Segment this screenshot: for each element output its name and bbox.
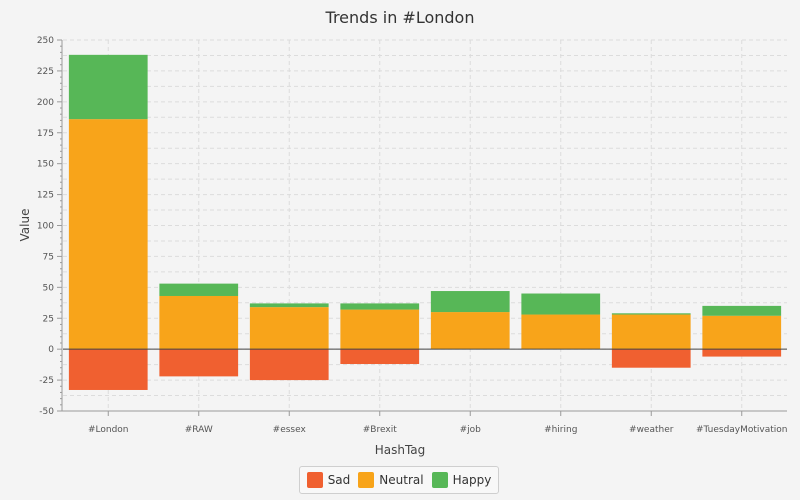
bar-happy-brexit: [340, 303, 420, 310]
bar-sad-weather: [611, 349, 691, 368]
legend-swatch-sad: [306, 472, 323, 488]
x-tick-label: #Brexit: [363, 425, 397, 435]
legend-item-neutral: Neutral: [358, 472, 424, 488]
y-tick-label: 225: [37, 67, 54, 77]
bar-happy-job: [430, 291, 510, 313]
y-tick-label: 50: [43, 283, 55, 293]
chart-title: Trends in #London: [325, 8, 475, 27]
legend-label-happy: Happy: [452, 473, 492, 487]
bar-sad-raw: [159, 349, 239, 377]
legend-swatch-happy: [431, 472, 448, 488]
y-tick-label: 250: [37, 36, 54, 46]
x-tick-label: #weather: [629, 425, 674, 435]
x-tick-label: #hiring: [544, 425, 577, 435]
bars: [68, 54, 782, 390]
y-tick-label: -50: [39, 407, 54, 417]
bar-sad-essex: [249, 349, 329, 381]
legend: Sad Neutral Happy: [299, 466, 499, 494]
x-axis-title: HashTag: [375, 443, 426, 457]
y-tick-label: 175: [37, 129, 54, 139]
y-tick-label: 75: [43, 252, 54, 262]
bar-neutral-essex: [249, 307, 329, 350]
x-tick-label: #London: [88, 425, 129, 435]
bar-happy-weather: [611, 313, 691, 315]
legend-item-sad: Sad: [306, 472, 351, 488]
x-tick-label: #TuesdayMotivation: [696, 425, 788, 435]
y-tick-label: -25: [39, 376, 54, 386]
bar-neutral-weather: [611, 314, 691, 350]
legend-label-sad: Sad: [327, 473, 351, 487]
bar-happy-raw: [159, 283, 239, 296]
axes: -50 -25 0 25 50 75 100 125 150 175 200 225 250 #Londo…: [37, 36, 788, 435]
bar-sad-brexit: [340, 349, 420, 365]
y-tick-label: 0: [48, 345, 54, 355]
legend-swatch-neutral: [358, 472, 375, 488]
y-tick-label: 125: [37, 191, 54, 201]
y-axis-title: Value: [18, 209, 32, 242]
bar-happy-essex: [249, 303, 329, 308]
bar-happy-tuesdaymotivation: [702, 305, 782, 316]
bar-neutral-brexit: [340, 309, 420, 350]
legend-label-neutral: Neutral: [379, 473, 424, 487]
bar-neutral-london: [68, 119, 148, 350]
y-tick-label: 150: [37, 160, 54, 170]
x-tick-label: #essex: [273, 425, 307, 435]
x-tick-label: #RAW: [185, 425, 213, 435]
bar-sad-london: [68, 349, 148, 390]
bar-neutral-job: [430, 312, 510, 350]
bar-happy-london: [68, 54, 148, 120]
bar-sad-tuesdaymotivation: [702, 349, 782, 357]
y-tick-label: 200: [37, 98, 54, 108]
bar-neutral-hiring: [521, 314, 601, 350]
bar-neutral-tuesdaymotivation: [702, 315, 782, 350]
legend-item-happy: Happy: [431, 472, 492, 488]
bar-happy-hiring: [521, 293, 601, 315]
bar-neutral-raw: [159, 295, 239, 350]
x-tick-label: #job: [460, 425, 482, 435]
y-tick-label: 100: [37, 222, 54, 232]
y-tick-label: 25: [43, 314, 54, 324]
